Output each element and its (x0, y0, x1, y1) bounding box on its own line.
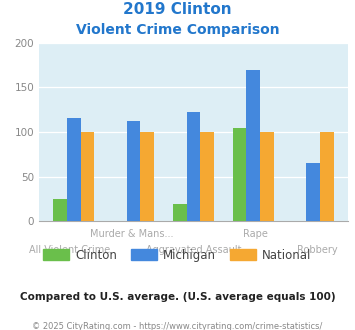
Bar (233, 127, 246, 221)
Text: All Violent Crime: All Violent Crime (29, 245, 110, 255)
Text: Rape: Rape (243, 229, 268, 239)
Bar (320, 132, 334, 221)
Bar (127, 121, 141, 221)
Bar (67, 118, 81, 221)
Text: Aggravated Assault: Aggravated Assault (146, 245, 241, 255)
Bar (81, 132, 94, 221)
Bar (306, 163, 320, 221)
Legend: Clinton, Michigan, National: Clinton, Michigan, National (39, 244, 316, 266)
Text: Compared to U.S. average. (U.S. average equals 100): Compared to U.S. average. (U.S. average … (20, 292, 335, 302)
Text: Violent Crime Comparison: Violent Crime Comparison (76, 23, 279, 37)
Bar (53, 199, 67, 221)
Bar (173, 204, 187, 221)
Bar (246, 70, 260, 221)
Text: Robbery: Robbery (297, 245, 337, 255)
Bar (260, 132, 274, 221)
Text: Murder & Mans...: Murder & Mans... (90, 229, 174, 239)
Bar (187, 112, 200, 221)
Text: 2019 Clinton: 2019 Clinton (123, 2, 232, 16)
Bar (200, 132, 214, 221)
Text: © 2025 CityRating.com - https://www.cityrating.com/crime-statistics/: © 2025 CityRating.com - https://www.city… (32, 322, 323, 330)
Bar (141, 132, 154, 221)
